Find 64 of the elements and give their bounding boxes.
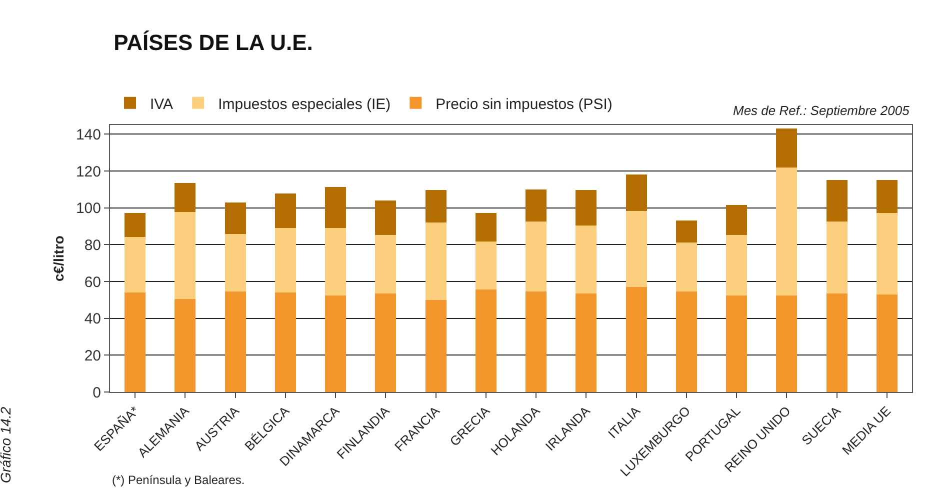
y-tick-label: 120 [76,163,101,180]
bar [526,189,547,222]
bar [174,212,196,299]
bar [174,298,196,392]
bar [776,167,798,296]
bar [876,180,898,214]
bar [576,226,597,294]
bar [124,213,146,238]
bar [776,296,798,392]
bar [826,180,848,222]
bar [726,204,748,236]
bar [676,220,697,242]
bar [124,292,146,392]
bar [224,234,246,292]
bar [726,296,748,392]
bar [174,183,196,212]
bar [576,190,597,226]
bar [375,235,396,294]
bar [826,293,848,392]
bar [375,200,396,236]
legend-label: Precio sin impuestos (PSI) [436,96,612,113]
bar [526,221,547,292]
bar [676,291,697,392]
bar [325,228,346,296]
y-tick-label: 0 [92,384,101,402]
bar [274,292,296,392]
y-tick-label: 40 [84,310,101,328]
y-axis-title: c€/litro [50,236,67,282]
bar [475,289,496,392]
y-tick-label: 20 [84,347,101,364]
legend-label: Impuestos especiales (IE) [218,96,391,113]
y-tick-label: 140 [76,126,101,144]
bar [425,222,446,300]
bar [224,291,246,392]
bar [876,294,898,392]
bar [124,237,146,293]
y-tick-label: 60 [84,274,101,291]
bar [576,293,597,392]
bar [726,235,748,296]
text: Gráfico 14.2 [0,406,14,484]
bar [425,190,446,223]
bar [475,241,496,290]
bar [325,187,346,228]
bar [626,211,647,288]
y-tick-label: 80 [84,236,101,254]
bar [826,221,848,294]
bar [274,193,296,228]
legend-label: IVA [150,96,174,113]
text: (*) Península y Baleares. [112,473,245,487]
y-tick-label: 100 [76,200,101,218]
bar [425,300,446,392]
bar [626,174,647,212]
bar [224,202,246,234]
bar [375,293,396,392]
bar [475,213,496,242]
bar [274,228,296,293]
bar [526,291,547,392]
bar [776,128,798,168]
bar [325,296,346,392]
text: Mes de Ref.: Septiembre 2005 [733,103,910,118]
bar [676,242,697,292]
chart-title: PAÍSES DE LA U.E. [114,30,313,56]
bar [626,287,647,392]
bar [876,213,898,295]
